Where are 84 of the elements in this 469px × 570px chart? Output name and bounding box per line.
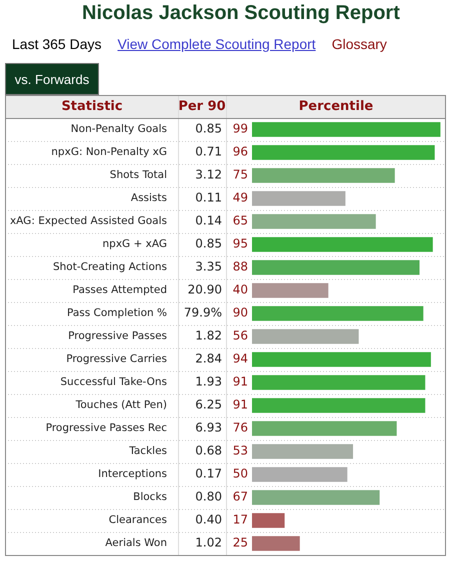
bar: [252, 490, 380, 505]
y-tick-label: Clearances: [108, 514, 167, 526]
text: 0.14: [195, 214, 222, 228]
text: 0.68: [195, 444, 222, 458]
data-label: 49: [232, 190, 248, 205]
data-label: 75: [232, 168, 248, 182]
data-label: 53: [232, 444, 248, 458]
text: 6.25: [195, 398, 222, 412]
bar: [252, 375, 426, 390]
text: 0.85: [195, 122, 222, 136]
data-label: 95: [232, 236, 248, 251]
y-tick-label: Passes Attempted: [72, 284, 167, 296]
data-label: 40: [232, 282, 248, 297]
bar: [252, 283, 328, 298]
y-tick-label: Pass Completion %: [66, 307, 168, 320]
data-label: 50: [232, 466, 248, 481]
text: 2.84: [195, 352, 222, 366]
data-label: 56: [232, 328, 248, 343]
text: 6.93: [195, 420, 222, 435]
text: 20.90: [188, 282, 222, 297]
bar: [252, 467, 348, 482]
x-axis-title: Percentile: [298, 98, 374, 114]
data-label: 25: [232, 536, 248, 550]
text: 0.80: [195, 490, 222, 504]
data-label: 88: [232, 260, 248, 274]
text: 0.71: [195, 144, 222, 159]
y-tick-label: Assists: [130, 192, 167, 204]
text: Glossary: [332, 36, 387, 52]
y-tick-label: Interceptions: [98, 468, 167, 480]
text: 1.93: [195, 374, 222, 389]
bar: [252, 122, 440, 137]
y-tick-label: Progressive Passes: [68, 330, 167, 342]
y-tick-label: Touches (Att Pen): [74, 399, 167, 412]
bar: [252, 398, 426, 413]
data-label: 96: [232, 144, 248, 159]
text: View Complete Scouting Report: [118, 36, 316, 52]
y-axis-title: Statistic: [61, 98, 123, 114]
data-label: 99: [232, 122, 248, 136]
data-label: 91: [232, 398, 248, 412]
data-label: 94: [232, 352, 248, 366]
bar: [252, 237, 433, 252]
y-tick-label: Blocks: [133, 491, 167, 504]
bar: [252, 444, 354, 459]
text: 1.02: [195, 536, 222, 550]
text: 3.35: [195, 260, 222, 274]
bar: [252, 513, 285, 528]
bar: [252, 168, 395, 183]
bar: [252, 306, 424, 321]
data-label: 67: [232, 490, 248, 504]
text: 1.82: [195, 328, 222, 343]
bar: [252, 214, 376, 229]
bar: [252, 260, 420, 275]
chart-title: Nicolas Jackson Scouting Report: [82, 2, 400, 25]
text: 0.17: [195, 466, 222, 481]
data-label: 17: [232, 512, 248, 527]
y-tick-label: xAG: Expected Assisted Goals: [10, 215, 167, 228]
data-label: 65: [232, 214, 248, 228]
data-label: 90: [232, 306, 248, 320]
y-tick-label: Shots Total: [110, 169, 167, 182]
y-tick-label: Non-Penalty Goals: [70, 123, 167, 136]
y-tick-label: Progressive Passes Rec: [46, 422, 168, 434]
y-tick-label: Progressive Carries: [66, 353, 167, 366]
bar: [252, 352, 431, 367]
y-tick-label: Aerials Won: [105, 537, 167, 550]
bar: [252, 421, 397, 436]
bar: [252, 536, 300, 551]
y-tick-label: npxG: Non-Penalty xG: [51, 146, 167, 158]
y-tick-label: Tackles: [128, 445, 167, 458]
text: 0.40: [195, 512, 222, 527]
text: vs. Forwards: [5, 63, 99, 95]
bar: [252, 329, 359, 344]
data-label: 76: [232, 420, 248, 435]
text: 0.85: [195, 236, 222, 251]
text: Last 365 Days: [12, 36, 102, 52]
y-tick-label: npxG + xAG: [102, 238, 167, 250]
text: 3.12: [195, 168, 222, 182]
bar: [252, 191, 346, 206]
y-tick-label: Shot-Creating Actions: [52, 261, 167, 274]
text: 79.9%: [184, 306, 222, 320]
text: Per 90: [178, 98, 226, 114]
text: 0.11: [195, 190, 222, 205]
y-tick-label: Successful Take-Ons: [60, 376, 167, 388]
bar: [252, 145, 435, 160]
data-label: 91: [232, 374, 248, 389]
